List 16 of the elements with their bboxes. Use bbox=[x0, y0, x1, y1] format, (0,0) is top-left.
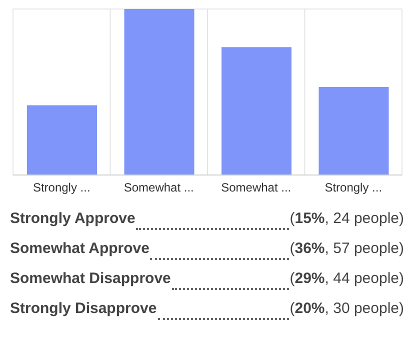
text: (15%, 24 people) bbox=[290, 210, 404, 227]
text: Somewhat Approve bbox=[10, 240, 150, 257]
bar bbox=[222, 47, 292, 175]
x-tick-label: Strongly ... bbox=[32, 180, 90, 195]
text: (29%, 44 people) bbox=[290, 270, 404, 287]
text: (36%, 57 people) bbox=[290, 240, 404, 257]
text: Somewhat Disapprove bbox=[10, 270, 171, 287]
bar bbox=[27, 105, 97, 175]
x-tick-label: Somewhat ... bbox=[124, 180, 194, 195]
bar bbox=[318, 87, 389, 175]
text: Strongly Disapprove bbox=[10, 300, 157, 317]
x-tick-label: Somewhat ... bbox=[221, 180, 292, 195]
x-tick-label: Strongly ... bbox=[324, 180, 382, 195]
bar bbox=[124, 9, 194, 175]
text: (20%, 30 people) bbox=[290, 300, 404, 317]
text: Strongly Approve bbox=[10, 210, 136, 227]
